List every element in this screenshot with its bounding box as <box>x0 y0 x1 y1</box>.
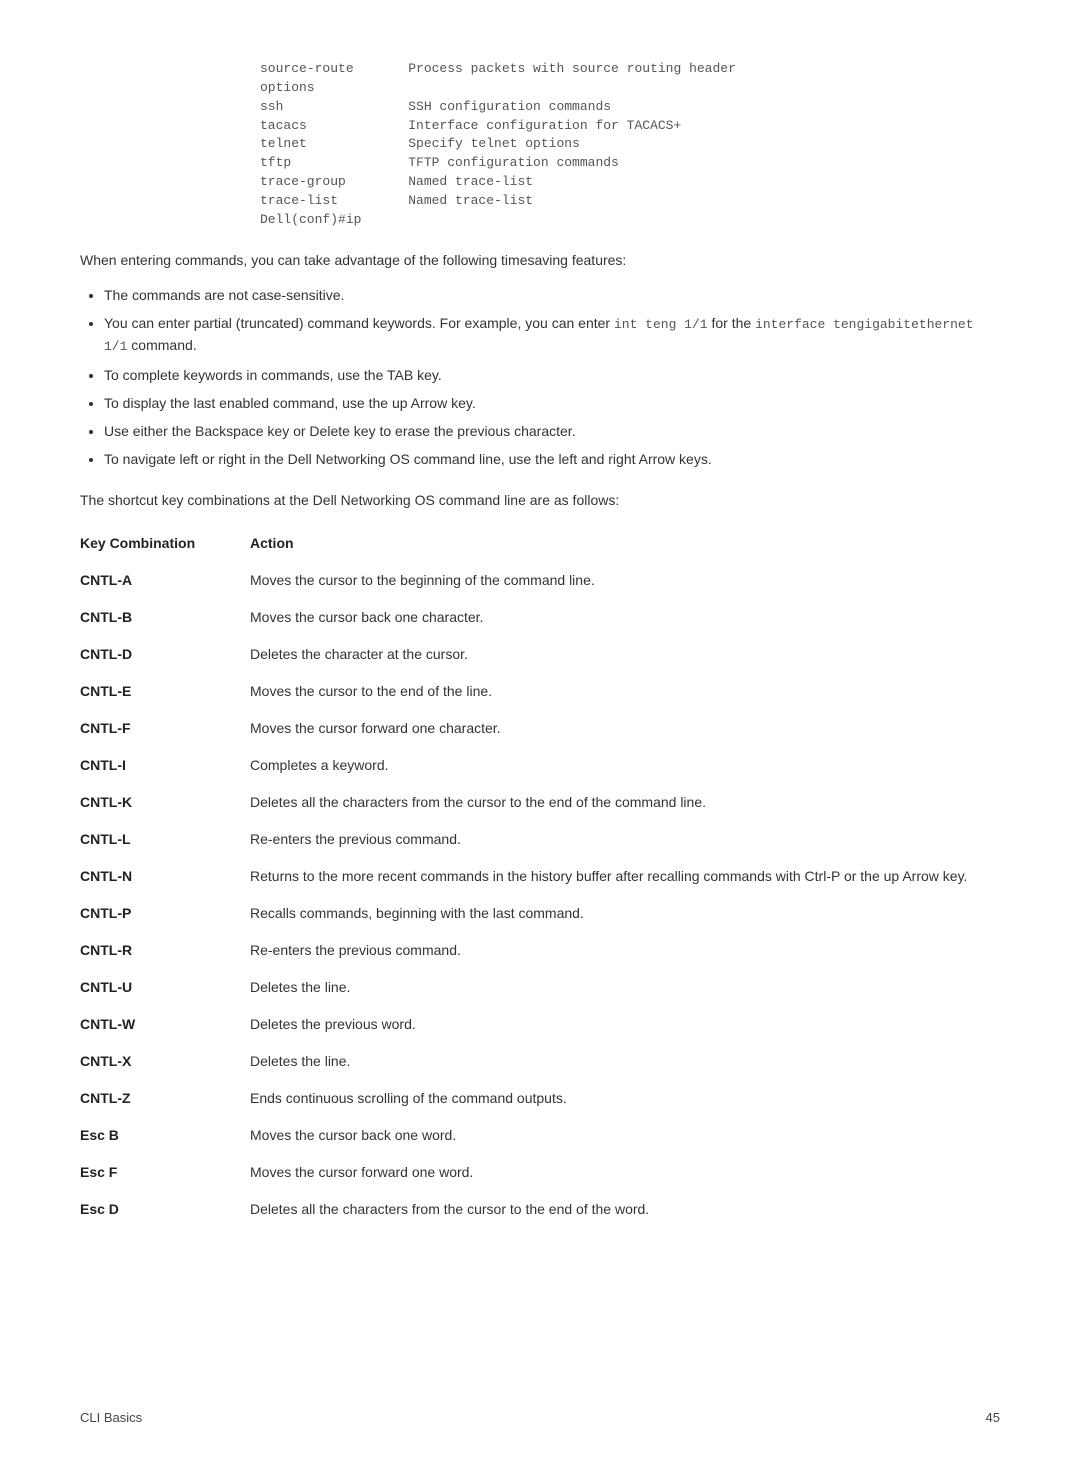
shortcut-key: Esc B <box>80 1117 250 1154</box>
shortcut-action: Completes a keyword. <box>250 747 1000 784</box>
table-row: Esc BMoves the cursor back one word. <box>80 1117 1000 1154</box>
intro-paragraph-1: When entering commands, you can take adv… <box>80 250 1000 271</box>
shortcut-key: Esc F <box>80 1154 250 1191</box>
table-row: CNTL-FMoves the cursor forward one chara… <box>80 710 1000 747</box>
table-row: Esc FMoves the cursor forward one word. <box>80 1154 1000 1191</box>
shortcut-key: CNTL-F <box>80 710 250 747</box>
list-item: To complete keywords in commands, use th… <box>104 365 1000 385</box>
list-item: To navigate left or right in the Dell Ne… <box>104 449 1000 469</box>
table-row: CNTL-XDeletes the line. <box>80 1043 1000 1080</box>
table-row: CNTL-ZEnds continuous scrolling of the c… <box>80 1080 1000 1117</box>
shortcut-action: Ends continuous scrolling of the command… <box>250 1080 1000 1117</box>
list-item: The commands are not case-sensitive. <box>104 285 1000 305</box>
page-footer: CLI Basics 45 <box>80 1408 1000 1428</box>
table-row: CNTL-EMoves the cursor to the end of the… <box>80 673 1000 710</box>
shortcut-key: CNTL-W <box>80 1006 250 1043</box>
shortcut-action: Moves the cursor forward one character. <box>250 710 1000 747</box>
table-row: CNTL-BMoves the cursor back one characte… <box>80 599 1000 636</box>
inline-code: interface tengigabitethernet 1/1 <box>104 317 974 354</box>
shortcut-action: Deletes all the characters from the curs… <box>250 784 1000 821</box>
shortcut-action: Re-enters the previous command. <box>250 932 1000 969</box>
list-item: To display the last enabled command, use… <box>104 393 1000 413</box>
shortcut-action: Recalls commands, beginning with the las… <box>250 895 1000 932</box>
table-row: CNTL-PRecalls commands, beginning with t… <box>80 895 1000 932</box>
shortcut-key: CNTL-L <box>80 821 250 858</box>
footer-page-number: 45 <box>986 1408 1000 1428</box>
table-row: Esc DDeletes all the characters from the… <box>80 1191 1000 1228</box>
table-row: CNTL-ICompletes a keyword. <box>80 747 1000 784</box>
shortcut-action: Deletes the line. <box>250 969 1000 1006</box>
shortcut-key: CNTL-I <box>80 747 250 784</box>
table-header-row: Key Combination Action <box>80 525 1000 562</box>
shortcut-key: CNTL-N <box>80 858 250 895</box>
table-row: CNTL-NReturns to the more recent command… <box>80 858 1000 895</box>
shortcut-key: Esc D <box>80 1191 250 1228</box>
shortcut-key: CNTL-D <box>80 636 250 673</box>
shortcut-key: CNTL-E <box>80 673 250 710</box>
shortcut-action: Moves the cursor back one character. <box>250 599 1000 636</box>
cli-output: source-route Process packets with source… <box>260 60 1000 230</box>
shortcut-action: Deletes all the characters from the curs… <box>250 1191 1000 1228</box>
shortcuts-table: Key Combination Action CNTL-AMoves the c… <box>80 525 1000 1228</box>
header-action: Action <box>250 525 1000 562</box>
shortcut-key: CNTL-R <box>80 932 250 969</box>
footer-left: CLI Basics <box>80 1410 142 1425</box>
shortcut-key: CNTL-B <box>80 599 250 636</box>
shortcut-key: CNTL-A <box>80 562 250 599</box>
table-row: CNTL-WDeletes the previous word. <box>80 1006 1000 1043</box>
shortcut-action: Deletes the line. <box>250 1043 1000 1080</box>
shortcut-key: CNTL-X <box>80 1043 250 1080</box>
table-row: CNTL-AMoves the cursor to the beginning … <box>80 562 1000 599</box>
shortcut-action: Re-enters the previous command. <box>250 821 1000 858</box>
table-row: CNTL-RRe-enters the previous command. <box>80 932 1000 969</box>
table-row: CNTL-DDeletes the character at the curso… <box>80 636 1000 673</box>
inline-code: int teng 1/1 <box>614 317 708 332</box>
intro-paragraph-2: The shortcut key combinations at the Del… <box>80 490 1000 511</box>
shortcut-key: CNTL-P <box>80 895 250 932</box>
shortcut-action: Moves the cursor to the end of the line. <box>250 673 1000 710</box>
list-item: You can enter partial (truncated) comman… <box>104 313 1000 357</box>
shortcut-action: Returns to the more recent commands in t… <box>250 858 1000 895</box>
list-item: Use either the Backspace key or Delete k… <box>104 421 1000 441</box>
table-row: CNTL-KDeletes all the characters from th… <box>80 784 1000 821</box>
shortcut-action: Moves the cursor to the beginning of the… <box>250 562 1000 599</box>
shortcut-action: Moves the cursor back one word. <box>250 1117 1000 1154</box>
table-row: CNTL-LRe-enters the previous command. <box>80 821 1000 858</box>
shortcut-key: CNTL-K <box>80 784 250 821</box>
feature-bullets: The commands are not case-sensitive. You … <box>80 285 1000 470</box>
shortcut-key: CNTL-Z <box>80 1080 250 1117</box>
shortcut-action: Deletes the previous word. <box>250 1006 1000 1043</box>
header-key: Key Combination <box>80 525 250 562</box>
shortcut-key: CNTL-U <box>80 969 250 1006</box>
shortcut-action: Deletes the character at the cursor. <box>250 636 1000 673</box>
shortcut-action: Moves the cursor forward one word. <box>250 1154 1000 1191</box>
table-row: CNTL-UDeletes the line. <box>80 969 1000 1006</box>
